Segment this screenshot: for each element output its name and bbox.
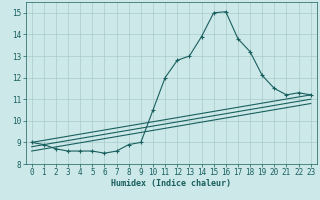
X-axis label: Humidex (Indice chaleur): Humidex (Indice chaleur) <box>111 179 231 188</box>
